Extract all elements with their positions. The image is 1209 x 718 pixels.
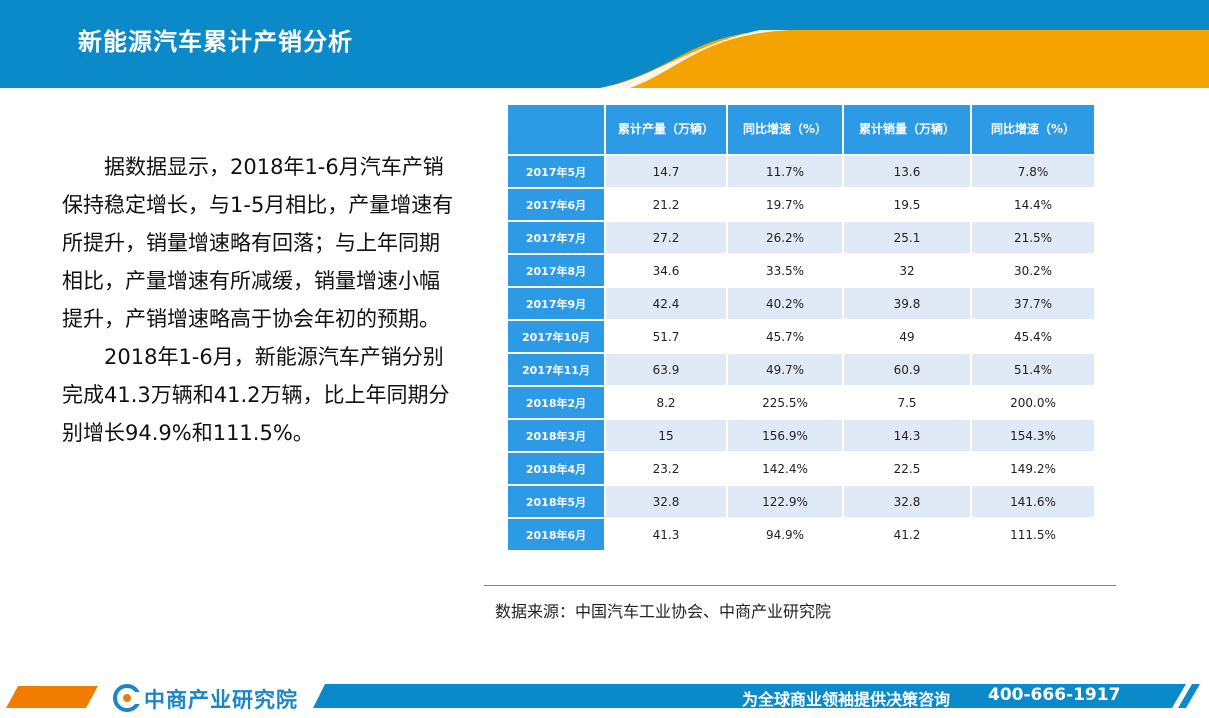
table-cell: 45.4%	[970, 319, 1096, 354]
table-row: 2017年8月 34.6 33.5% 32 30.2%	[506, 253, 1096, 288]
table-cell: 11.7%	[726, 154, 844, 189]
table-row: 2017年5月 14.7 11.7% 13.6 7.8%	[506, 154, 1096, 189]
header-cell-0	[506, 103, 606, 156]
table-row: 2017年7月 27.2 26.2% 25.1 21.5%	[506, 220, 1096, 255]
table-cell: 142.4%	[726, 451, 844, 486]
paragraph-1: 据数据显示，2018年1-6月汽车产销保持稳定增长，与1-5月相比，产量增速有所…	[62, 155, 454, 331]
table-cell: 25.1	[842, 220, 972, 255]
sales-table: 累计产量（万辆） 同比增速（%） 累计销量（万辆） 同比增速（%） 2017年5…	[506, 103, 1096, 552]
row-header-cell: 2017年7月	[506, 220, 606, 255]
table-row: 2018年5月 32.8 122.9% 32.8 141.6%	[506, 484, 1096, 519]
row-header-cell: 2018年5月	[506, 484, 606, 519]
table-cell: 19.5	[842, 187, 972, 222]
row-header-cell: 2018年3月	[506, 418, 606, 453]
row-header-cell: 2017年9月	[506, 286, 606, 321]
row-header-cell: 2018年4月	[506, 451, 606, 486]
table-row: 2018年4月 23.2 142.4% 22.5 149.2%	[506, 451, 1096, 486]
table-cell: 51.4%	[970, 352, 1096, 387]
footer-bar: 中商产业研究院 为全球商业领袖提供决策咨询 400-666-1917	[0, 681, 1209, 718]
table-cell: 122.9%	[726, 484, 844, 519]
header-cell-production-growth: 同比增速（%）	[726, 103, 844, 156]
table-cell: 15	[604, 418, 728, 453]
header-cell-sales: 累计销量（万辆）	[842, 103, 972, 156]
table-cell: 42.4	[604, 286, 728, 321]
row-header-cell: 2017年6月	[506, 187, 606, 222]
table-cell: 7.8%	[970, 154, 1096, 189]
paragraph-2: 2018年1-6月，新能源汽车产销分别完成41.3万辆和41.2万辆，比上年同期…	[62, 345, 450, 445]
table-cell: 32.8	[842, 484, 972, 519]
table-cell: 23.2	[604, 451, 728, 486]
cc-logo-icon	[113, 684, 141, 712]
row-header-cell: 2017年5月	[506, 154, 606, 189]
table-cell: 8.2	[604, 385, 728, 420]
header-banner: 新能源汽车累计产销分析	[0, 0, 1209, 88]
row-header-cell: 2017年8月	[506, 253, 606, 288]
slogan: 为全球商业领袖提供决策咨询	[742, 690, 951, 709]
table-cell: 49	[842, 319, 972, 354]
table-row: 2017年11月 63.9 49.7% 60.9 51.4%	[506, 352, 1096, 387]
table-cell: 51.7	[604, 319, 728, 354]
table-row: 2018年2月 8.2 225.5% 7.5 200.0%	[506, 385, 1096, 420]
table-header-row: 累计产量（万辆） 同比增速（%） 累计销量（万辆） 同比增速（%）	[506, 103, 1096, 156]
page-title: 新能源汽车累计产销分析	[78, 28, 353, 56]
table-row: 2017年9月 42.4 40.2% 39.8 37.7%	[506, 286, 1096, 321]
table-cell: 141.6%	[970, 484, 1096, 519]
table-cell: 41.3	[604, 517, 728, 552]
table-cell: 111.5%	[970, 517, 1096, 552]
table-cell: 63.9	[604, 352, 728, 387]
table-cell: 7.5	[842, 385, 972, 420]
table-cell: 45.7%	[726, 319, 844, 354]
table-cell: 60.9	[842, 352, 972, 387]
table-cell: 40.2%	[726, 286, 844, 321]
table-cell: 34.6	[604, 253, 728, 288]
body-text: 据数据显示，2018年1-6月汽车产销保持稳定增长，与1-5月相比，产量增速有所…	[62, 148, 457, 452]
table-row: 2017年6月 21.2 19.7% 19.5 14.4%	[506, 187, 1096, 222]
row-header-cell: 2018年6月	[506, 517, 606, 552]
table-cell: 154.3%	[970, 418, 1096, 453]
table-cell: 14.7	[604, 154, 728, 189]
table-cell: 149.2%	[970, 451, 1096, 486]
table-cell: 30.2%	[970, 253, 1096, 288]
table-cell: 22.5	[842, 451, 972, 486]
table-cell: 13.6	[842, 154, 972, 189]
table-cell: 14.4%	[970, 187, 1096, 222]
table-cell: 41.2	[842, 517, 972, 552]
table-cell: 21.2	[604, 187, 728, 222]
table-cell: 94.9%	[726, 517, 844, 552]
table-cell: 21.5%	[970, 220, 1096, 255]
logo-text: 中商产业研究院	[144, 688, 298, 712]
table-cell: 32	[842, 253, 972, 288]
data-table-container: 累计产量（万辆） 同比增速（%） 累计销量（万辆） 同比增速（%） 2017年5…	[506, 103, 1096, 552]
table-cell: 200.0%	[970, 385, 1096, 420]
table-cell: 37.7%	[970, 286, 1096, 321]
row-header-cell: 2018年2月	[506, 385, 606, 420]
table-cell: 27.2	[604, 220, 728, 255]
table-cell: 156.9%	[726, 418, 844, 453]
table-cell: 19.7%	[726, 187, 844, 222]
header-cell-sales-growth: 同比增速（%）	[970, 103, 1096, 156]
table-cell: 33.5%	[726, 253, 844, 288]
table-divider	[484, 585, 1116, 586]
data-source: 数据来源：中国汽车工业协会、中商产业研究院	[495, 602, 832, 621]
table-row: 2018年6月 41.3 94.9% 41.2 111.5%	[506, 517, 1096, 552]
row-header-cell: 2017年11月	[506, 352, 606, 387]
table-cell: 49.7%	[726, 352, 844, 387]
header-cell-production: 累计产量（万辆）	[604, 103, 728, 156]
phone-number: 400-666-1917	[988, 685, 1121, 705]
table-cell: 39.8	[842, 286, 972, 321]
table-row: 2017年10月 51.7 45.7% 49 45.4%	[506, 319, 1096, 354]
header-background	[0, 0, 1209, 88]
row-header-cell: 2017年10月	[506, 319, 606, 354]
table-cell: 14.3	[842, 418, 972, 453]
table-cell: 32.8	[604, 484, 728, 519]
table-cell: 26.2%	[726, 220, 844, 255]
table-row: 2018年3月 15 156.9% 14.3 154.3%	[506, 418, 1096, 453]
footer-background	[6, 684, 1209, 708]
table-cell: 225.5%	[726, 385, 844, 420]
